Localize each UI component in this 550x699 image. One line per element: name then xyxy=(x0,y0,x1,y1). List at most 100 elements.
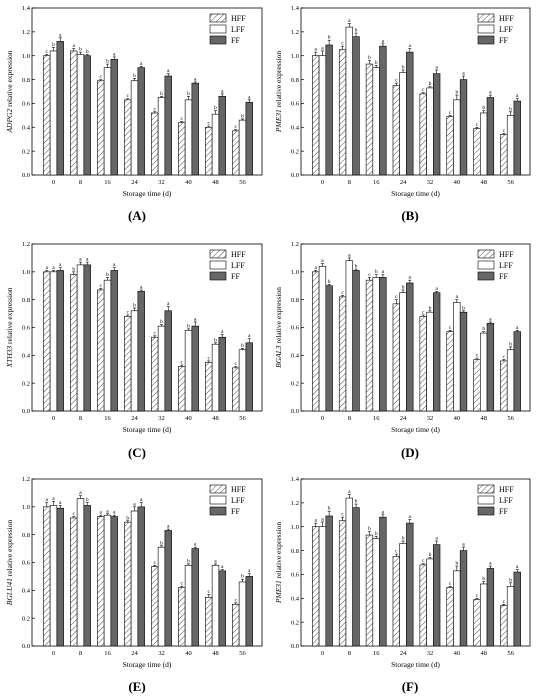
legend-label-hff: HFF xyxy=(231,250,246,259)
bar-lff xyxy=(103,67,112,176)
significance-label: b xyxy=(187,558,190,564)
panel-label: (C) xyxy=(128,445,146,460)
bar-ff xyxy=(432,73,441,176)
bar-hff xyxy=(500,134,508,176)
bar-ff xyxy=(164,530,172,647)
significance-label: c xyxy=(341,512,344,518)
significance-label: b xyxy=(482,576,485,582)
bar-lff xyxy=(426,87,434,176)
bar-ff xyxy=(137,67,145,176)
y-tick-label: 0.0 xyxy=(291,172,299,179)
y-tick-label: 0.0 xyxy=(291,408,299,415)
chart-panel-4: 0.0 0.2 0.4 0.6 0.8 1.0 1.2 BGAL3 relative expr… xyxy=(274,241,531,460)
bar-lff xyxy=(345,260,353,412)
bar-ff xyxy=(218,95,226,176)
bar-lff xyxy=(184,329,193,412)
significance-label: a xyxy=(113,510,116,516)
legend-label-ff: FF xyxy=(499,507,508,516)
legend-swatch-ff xyxy=(209,271,227,281)
significance-label: b xyxy=(187,323,190,329)
bar-ff xyxy=(191,548,199,647)
y-tick-label: 1.2 xyxy=(22,29,30,36)
x-tick-label: 16 xyxy=(373,650,380,657)
bar-lff xyxy=(345,497,353,647)
bar-hff xyxy=(365,534,374,647)
significance-label: a xyxy=(382,509,385,515)
bar-lff xyxy=(130,310,139,412)
bar-lff xyxy=(399,72,407,176)
significance-label: a xyxy=(348,252,351,258)
significance-label: c xyxy=(503,354,506,360)
y-tick-label: 0.2 xyxy=(291,148,299,155)
bar-ff xyxy=(191,325,199,412)
significance-label: a xyxy=(516,564,519,570)
bar-ff xyxy=(513,100,521,176)
x-tick-label: 32 xyxy=(427,179,434,186)
significance-label: a xyxy=(167,68,170,74)
bar-hff xyxy=(43,271,51,412)
bar-ff xyxy=(325,285,333,412)
x-tick-label: 24 xyxy=(131,415,138,422)
significance-label: a xyxy=(167,301,170,307)
significance-label: a xyxy=(46,497,49,503)
significance-label: c xyxy=(235,597,238,603)
bar-ff xyxy=(406,522,414,647)
y-tick-label: 0.4 xyxy=(291,595,300,602)
chart-panel-5: 0.0 0.2 0.4 0.6 0.8 1.0 1.2 BGLU41 relative exp… xyxy=(5,476,263,694)
significance-label: a xyxy=(140,61,143,67)
bar-ff xyxy=(164,75,172,176)
panel-label: (A) xyxy=(128,208,146,223)
x-tick-label: 56 xyxy=(239,179,246,186)
bar-lff xyxy=(238,581,247,647)
y-axis-label-suffix: relative expression xyxy=(5,50,14,109)
gene-name: PME31 xyxy=(274,580,283,604)
significance-label: a xyxy=(321,516,324,522)
x-tick-label: 32 xyxy=(158,179,165,186)
y-tick-label: 1.4 xyxy=(22,5,31,12)
x-tick-label: 32 xyxy=(427,650,434,657)
y-axis-label-suffix: relative expression xyxy=(274,287,283,346)
significance-label: a xyxy=(456,294,459,300)
legend-swatch-lff xyxy=(209,495,227,505)
significance-label: b xyxy=(368,526,371,532)
bar-lff xyxy=(130,80,139,176)
x-tick-label: 8 xyxy=(79,415,82,422)
significance-label: a xyxy=(435,286,438,292)
y-tick-label: 0.0 xyxy=(22,408,30,415)
x-tick-label: 24 xyxy=(131,179,138,186)
significance-label: a xyxy=(314,47,317,53)
significance-label: a xyxy=(348,489,351,495)
x-tick-label: 48 xyxy=(212,650,219,657)
bar-lff xyxy=(372,277,380,412)
panel-label: (E) xyxy=(128,679,145,694)
y-axis-label: BGAL3 relative expression xyxy=(274,287,283,368)
bar-hff xyxy=(312,271,320,412)
significance-label: b xyxy=(375,531,378,537)
plot-frame xyxy=(31,7,263,176)
x-tick-label: 24 xyxy=(400,179,407,186)
bar-ff xyxy=(56,507,64,647)
y-tick-label: 0.8 xyxy=(291,297,299,304)
bar-hff xyxy=(338,520,347,647)
significance-label: b xyxy=(241,343,244,349)
legend-swatch-lff xyxy=(209,24,227,34)
significance-label: b xyxy=(241,113,244,119)
y-axis-label-suffix: relative expression xyxy=(274,51,283,110)
significance-label: a xyxy=(79,490,82,496)
y-tick-label: 0.8 xyxy=(291,548,299,555)
bar-ff xyxy=(218,336,226,412)
x-tick-label: 32 xyxy=(158,650,165,657)
bar-hff xyxy=(97,80,105,176)
significance-label: c xyxy=(208,355,211,361)
panel-label: (B) xyxy=(401,208,418,223)
y-tick-label: 1.2 xyxy=(291,500,299,507)
y-tick-label: 0.6 xyxy=(22,560,31,567)
bar-ff xyxy=(486,97,495,176)
bar-ff xyxy=(406,282,414,412)
bar-ff xyxy=(56,270,64,412)
bar-lff xyxy=(238,119,247,176)
bar-lff xyxy=(480,112,488,176)
x-tick-label: 8 xyxy=(348,179,351,186)
bar-lff xyxy=(399,292,407,412)
bar-lff xyxy=(211,343,220,412)
